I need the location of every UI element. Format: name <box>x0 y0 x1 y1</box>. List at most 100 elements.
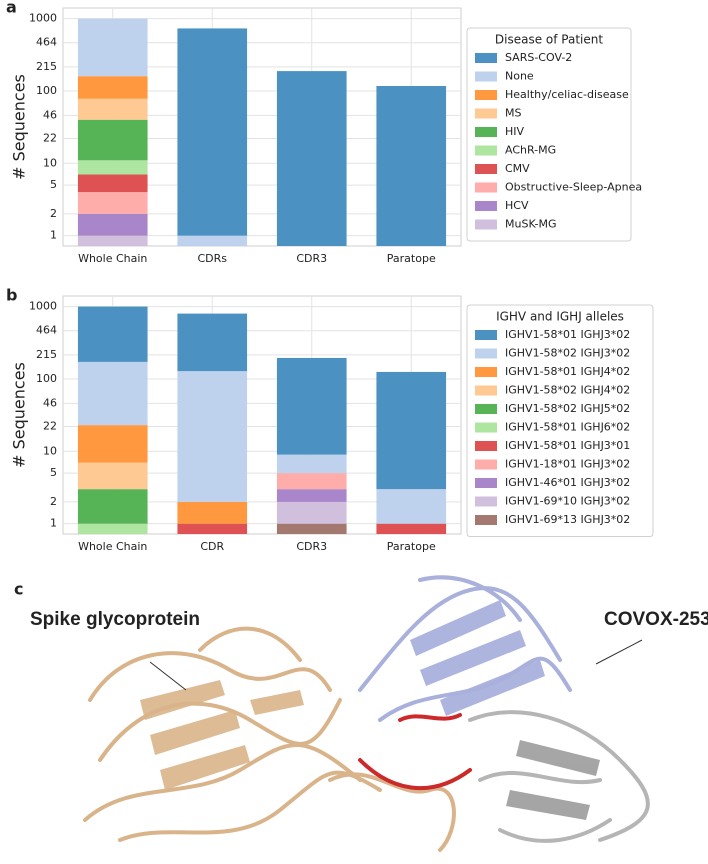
legend-label: IGHV1-46*01 IGHJ3*02 <box>505 476 630 489</box>
y-tick-label: 215 <box>36 348 57 361</box>
bar-segment <box>376 371 447 490</box>
legend-label: IGHV1-18*01 IGHJ3*02 <box>505 458 630 471</box>
y-tick-label: 2 <box>50 207 57 220</box>
bar-segment <box>276 489 347 502</box>
legend-title: Disease of Patient <box>495 33 603 47</box>
legend-swatch <box>475 404 497 414</box>
legend-swatch <box>475 182 497 193</box>
bar-segment <box>77 235 148 246</box>
legend-label: HCV <box>505 199 529 212</box>
y-tick-label: 215 <box>36 60 57 73</box>
bar-segment <box>77 462 148 490</box>
bar-segment <box>77 160 148 175</box>
legend-label: Obstructive-Sleep-Apnea <box>505 181 642 194</box>
legend-label: IGHV1-58*02 IGHJ4*02 <box>505 384 630 397</box>
y-tick-label: 464 <box>36 324 57 337</box>
protein-structure <box>83 575 650 852</box>
panel-label: a <box>6 0 17 17</box>
legend-box <box>466 304 654 537</box>
legend-label: None <box>505 70 534 83</box>
x-tick-label: CDR <box>200 540 224 553</box>
bar-segment <box>77 523 148 534</box>
legend-swatch <box>475 145 497 156</box>
x-tick-label: CDR3 <box>296 252 327 265</box>
legend-swatch <box>475 53 497 63</box>
bar-segment <box>376 523 447 534</box>
legend-swatch <box>475 496 497 507</box>
y-axis-label: # Sequences <box>10 362 29 468</box>
y-tick-label: 2 <box>50 495 57 508</box>
legend-swatch <box>475 515 497 525</box>
bar-segment <box>77 192 148 214</box>
legend-label: HIV <box>505 125 525 138</box>
legend-swatch <box>475 108 497 119</box>
y-tick-label: 1 <box>50 517 57 530</box>
legend-title: IGHV and IGHJ alleles <box>496 310 624 324</box>
y-tick-label: 22 <box>43 132 57 145</box>
legend-label: SARS-COV-2 <box>505 51 572 64</box>
legend-swatch <box>475 201 497 211</box>
bar-segment <box>276 501 347 524</box>
legend-label: IGHV1-58*02 IGHJ3*02 <box>505 347 630 360</box>
structure-label: Spike glycoprotein <box>30 609 200 630</box>
bar-segment <box>276 357 347 455</box>
bar-segment <box>77 361 148 426</box>
bar-segment <box>77 119 148 161</box>
y-tick-label: 46 <box>43 108 57 121</box>
structure-label: COVOX-253 <box>604 609 708 630</box>
bar-segment <box>177 501 248 524</box>
legend-label: IGHV1-58*02 IGHJ5*02 <box>505 402 630 415</box>
legend-swatch <box>475 348 497 359</box>
y-tick-label: 22 <box>43 420 57 433</box>
legend-swatch <box>475 164 497 174</box>
legend-label: IGHV1-58*01 IGHJ4*02 <box>505 365 630 378</box>
legend-swatch <box>475 90 497 100</box>
bar-segment <box>77 98 148 120</box>
y-tick-label: 464 <box>36 36 57 49</box>
y-tick-label: 5 <box>50 178 57 191</box>
legend-swatch <box>475 330 497 340</box>
legend-label: IGHV1-58*01 IGHJ3*01 <box>505 439 630 452</box>
y-tick-label: 1 <box>50 229 57 242</box>
bar-segment <box>177 28 248 236</box>
x-tick-label: Paratope <box>387 540 436 553</box>
legend-label: Healthy/celiac-disease <box>505 88 629 101</box>
y-tick-label: 100 <box>36 372 57 385</box>
bar-segment <box>177 371 248 502</box>
y-tick-label: 5 <box>50 466 57 479</box>
legend-label: IGHV1-58*01 IGHJ6*02 <box>505 421 630 434</box>
x-tick-label: Whole Chain <box>78 252 147 265</box>
panel-label: b <box>6 286 17 305</box>
legend-swatch <box>475 441 497 451</box>
x-tick-label: CDRs <box>197 252 227 265</box>
legend-label: IGHV1-69*13 IGHJ3*02 <box>505 513 630 526</box>
bar-segment <box>77 213 148 236</box>
bar-segment <box>177 235 248 246</box>
bar-segment <box>177 523 248 534</box>
bar-segment <box>376 489 447 524</box>
bar-segment <box>276 473 347 490</box>
x-tick-label: Whole Chain <box>78 540 147 553</box>
x-tick-label: Paratope <box>387 252 436 265</box>
bar-segment <box>77 306 148 362</box>
y-tick-label: 1000 <box>29 12 57 25</box>
bar-segment <box>77 489 148 524</box>
legend-swatch <box>475 385 497 396</box>
legend-label: CMV <box>505 162 530 175</box>
legend-swatch <box>475 459 497 470</box>
bar-segment <box>276 454 347 474</box>
legend-swatch <box>475 127 497 137</box>
bar-segment <box>276 523 347 534</box>
bar-segment <box>77 174 148 193</box>
bar-segment <box>77 18 148 77</box>
legend-label: AChR-MG <box>505 144 556 157</box>
legend-swatch <box>475 219 497 230</box>
y-tick-label: 46 <box>43 396 57 409</box>
y-tick-label: 10 <box>43 444 57 457</box>
y-tick-label: 1000 <box>29 300 57 313</box>
y-tick-label: 10 <box>43 156 57 169</box>
legend-swatch <box>475 367 497 377</box>
legend-label: IGHV1-58*01 IGHJ3*02 <box>505 328 630 341</box>
bar-segment <box>177 313 248 372</box>
legend-swatch <box>475 422 497 433</box>
